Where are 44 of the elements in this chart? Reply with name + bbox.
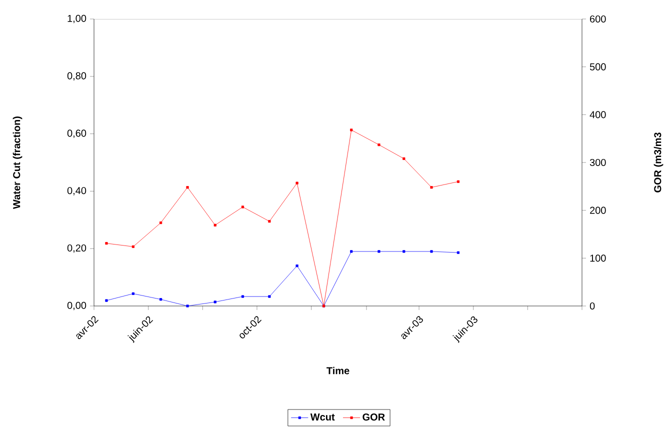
legend-label: Wcut: [310, 414, 335, 421]
y-tick-label: 0,20: [67, 244, 86, 253]
point: [268, 295, 271, 298]
point: [430, 250, 433, 253]
y-tick-label: 1,00: [68, 14, 86, 24]
y2-tick-label: 400: [590, 111, 606, 118]
point: [159, 298, 162, 301]
point: [456, 180, 460, 183]
y2-axis-title: GOR (m3/m3: [654, 132, 664, 192]
point: [132, 245, 134, 248]
y-axis-title: Water Cut (fraction): [12, 116, 22, 209]
y2-tick-label: 100: [590, 254, 606, 262]
point: [402, 157, 406, 160]
y-tick-label: 0,80: [67, 72, 86, 81]
point: [350, 250, 353, 253]
point: [268, 220, 271, 223]
x-axis-title: Time: [326, 366, 350, 374]
y2-tick-label: 300: [590, 158, 606, 166]
point: [105, 242, 108, 245]
y2-tick-label: 0: [590, 302, 595, 310]
point: [159, 221, 162, 224]
y-tick-label: 0,40: [67, 187, 86, 196]
point: [350, 128, 353, 132]
point: [296, 264, 298, 268]
point: [430, 186, 433, 189]
y-tick-label: 0,60: [67, 130, 86, 138]
y2-tick-label: 600: [590, 15, 606, 23]
y-tick-label: 0,00: [67, 302, 86, 310]
point: [105, 299, 108, 302]
point: [456, 251, 460, 254]
point: [241, 206, 244, 208]
y2-tick-label: 200: [590, 206, 606, 214]
point: [214, 300, 216, 304]
y2-tick-label: 500: [590, 63, 606, 70]
point: [378, 250, 380, 253]
point: [132, 292, 134, 295]
point: [378, 143, 380, 146]
point: [186, 304, 189, 308]
point: [186, 186, 189, 189]
legend-label: GOR: [362, 414, 385, 421]
point: [241, 295, 244, 298]
point: [214, 224, 216, 226]
point: [402, 250, 406, 253]
point: [296, 182, 298, 184]
